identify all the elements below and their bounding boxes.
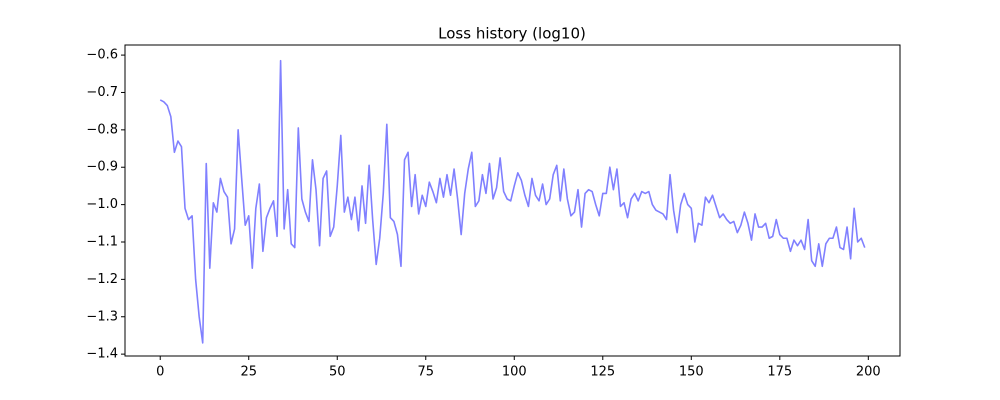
x-tick-label: 100	[502, 365, 527, 380]
line-series	[159, 59, 866, 344]
chart-title: Loss history (log10)	[438, 25, 586, 43]
axes-frame	[124, 44, 901, 357]
y-tick-label: −0.8	[86, 122, 118, 137]
y-tick-label: −1.2	[86, 272, 118, 287]
y-tick-label: −1.4	[86, 347, 118, 362]
y-tick-label: −0.6	[86, 48, 118, 63]
x-tick-label: 200	[856, 365, 881, 380]
x-tick-label: 75	[417, 365, 434, 380]
x-tick-label: 175	[767, 365, 792, 380]
y-tick-label: −1.3	[86, 309, 118, 324]
y-tick-label: −1.1	[86, 234, 118, 249]
y-tick-label: −1.0	[86, 197, 118, 212]
y-tick-label: −0.7	[86, 85, 118, 100]
x-tick-label: 25	[240, 365, 257, 380]
x-tick-label: 125	[590, 365, 615, 380]
x-tick-label: 50	[329, 365, 346, 380]
x-tick-label: 150	[679, 365, 704, 380]
x-tick-label: 0	[156, 365, 164, 380]
y-tick-label: −0.9	[86, 160, 118, 175]
